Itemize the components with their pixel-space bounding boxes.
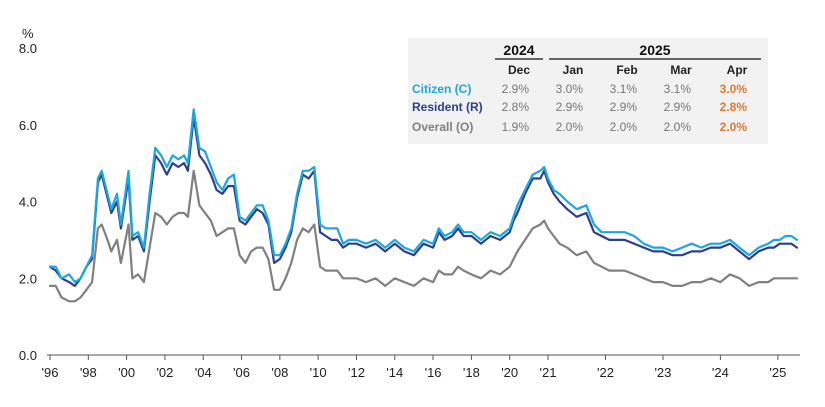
legend-cell-value: 3.1% bbox=[610, 82, 638, 96]
legend-month-label: Dec bbox=[508, 63, 530, 77]
legend-cell-value: 2.0% bbox=[556, 120, 584, 134]
legend-latest-value: 2.0% bbox=[720, 120, 748, 134]
legend-cell-value: 1.9% bbox=[502, 120, 530, 134]
x-tick-label: '16 bbox=[425, 365, 442, 380]
x-tick-label: '98 bbox=[80, 365, 97, 380]
legend-row-label: Resident (R) bbox=[412, 100, 483, 114]
y-unit-label: % bbox=[22, 26, 34, 41]
x-tick-label: '04 bbox=[195, 365, 212, 380]
legend-cell-value: 2.9% bbox=[556, 100, 584, 114]
legend-cell-value: 2.9% bbox=[610, 100, 638, 114]
y-tick-label: 6.0 bbox=[19, 118, 37, 133]
x-tick-label: '10 bbox=[310, 365, 327, 380]
legend-cell-value: 2.9% bbox=[664, 100, 692, 114]
x-tick-label: '12 bbox=[348, 365, 365, 380]
legend-month-label: Jan bbox=[563, 63, 584, 77]
x-tick-label: '22 bbox=[597, 365, 614, 380]
x-tick-label: '23 bbox=[654, 365, 671, 380]
legend-cell-value: 2.9% bbox=[502, 82, 530, 96]
y-tick-label: 2.0 bbox=[19, 271, 37, 286]
legend-month-label: Mar bbox=[670, 63, 692, 77]
y-axis: 0.0 2.0 4.0 6.0 8.0 bbox=[19, 41, 37, 363]
y-tick-label: 0.0 bbox=[19, 348, 37, 363]
x-tick-label: '25 bbox=[769, 365, 786, 380]
series-line-citizen-c bbox=[48, 108, 799, 284]
x-tick-label: '06 bbox=[233, 365, 250, 380]
x-tick-label: '24 bbox=[712, 365, 729, 380]
legend-table: 2024 2025 Dec Jan Feb Mar Apr Citizen (C) 2.9% 3.… bbox=[408, 38, 768, 144]
legend-table-background bbox=[408, 38, 768, 144]
x-axis: '96 '98 '00 '02 '04 '06 '08 '10 '12 '14 '16 '18 '20 '… bbox=[42, 355, 786, 380]
x-tick-label: '00 bbox=[118, 365, 135, 380]
y-tick-label: 4.0 bbox=[19, 195, 37, 210]
legend-year-label: 2025 bbox=[639, 42, 670, 58]
legend-latest-value: 3.0% bbox=[720, 82, 748, 96]
x-tick-label: '21 bbox=[540, 365, 557, 380]
legend-month-label: Apr bbox=[727, 63, 748, 77]
legend-row-label: Citizen (C) bbox=[412, 82, 471, 96]
x-tick-label: '96 bbox=[42, 365, 59, 380]
x-tick-label: '08 bbox=[271, 365, 288, 380]
legend-cell-value: 3.1% bbox=[664, 82, 692, 96]
legend-cell-value: 2.0% bbox=[664, 120, 692, 134]
x-tick-label: '18 bbox=[463, 365, 480, 380]
series-layer bbox=[48, 108, 799, 303]
legend-year-label: 2024 bbox=[503, 42, 534, 58]
legend-row-label: Overall (O) bbox=[412, 120, 473, 134]
series-line-overall-o bbox=[48, 169, 799, 303]
x-tick-label: '20 bbox=[501, 365, 518, 380]
legend-month-label: Feb bbox=[616, 63, 637, 77]
legend-latest-value: 2.8% bbox=[720, 100, 748, 114]
y-tick-label: 8.0 bbox=[19, 41, 37, 56]
legend-cell-value: 2.0% bbox=[610, 120, 638, 134]
legend-cell-value: 2.8% bbox=[502, 100, 530, 114]
x-tick-label: '02 bbox=[156, 365, 173, 380]
legend-cell-value: 3.0% bbox=[556, 82, 584, 96]
x-tick-label: '14 bbox=[386, 365, 403, 380]
